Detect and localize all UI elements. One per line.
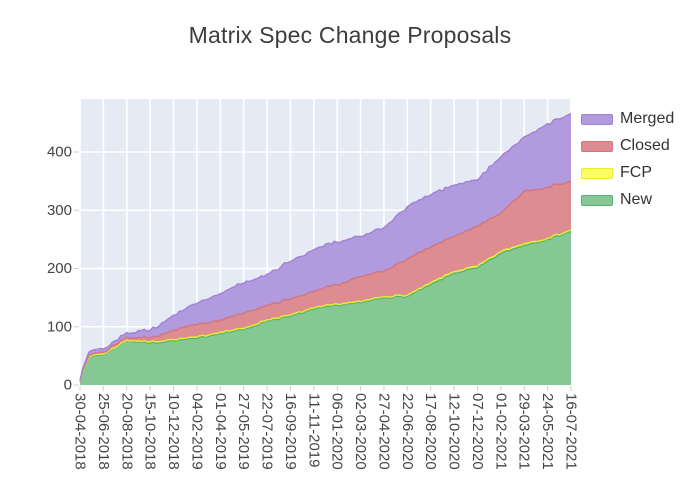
legend-label: Closed (620, 137, 670, 154)
line-new (79, 230, 572, 383)
y-tick-label: 100 (47, 318, 72, 335)
x-tick-label: 16-09-2019 (282, 393, 299, 470)
x-tick-label: 17-08-2020 (422, 393, 439, 470)
legend-swatch-icon (581, 194, 613, 206)
legend-item-fcp[interactable]: FCP (581, 164, 674, 182)
x-tick-label: 16-07-2021 (563, 393, 580, 470)
legend-item-closed[interactable]: Closed (581, 137, 674, 155)
y-tick-label: 0 (64, 377, 72, 394)
y-tick-label: 200 (47, 260, 72, 277)
x-tick-label: 29-03-2021 (516, 393, 533, 470)
line-fcp (79, 229, 572, 383)
x-axis: 30-04-2018 25-06-2018 20-08-2018 15-10-2018… (72, 386, 580, 470)
x-tick-label: 12-10-2020 (446, 393, 463, 470)
x-tick-label: 22-06-2020 (399, 393, 416, 470)
x-tick-label: 20-08-2018 (118, 393, 135, 470)
area-new (80, 231, 571, 385)
x-tick-label: 22-07-2019 (259, 393, 276, 470)
y-tick-label: 400 (47, 144, 72, 161)
area-closed (80, 181, 571, 383)
x-tick-label: 15-10-2018 (142, 393, 159, 470)
x-tick-label: 01-02-2021 (492, 393, 509, 470)
x-tick-label: 24-05-2021 (539, 393, 556, 470)
area-lines (79, 112, 572, 383)
chart-title: Matrix Spec Change Proposals (188, 22, 512, 48)
y-tick-label: 300 (47, 202, 72, 219)
x-tick-label: 30-04-2018 (72, 393, 89, 470)
y-axis: 0 100 200 300 400 (47, 144, 79, 394)
legend-label: New (620, 191, 653, 208)
legend-item-new[interactable]: New (581, 191, 674, 209)
legend-label: Merged (620, 110, 675, 127)
legend-swatch-icon (581, 140, 613, 152)
legend-item-merged[interactable]: Merged (581, 110, 674, 128)
x-tick-label: 02-03-2020 (352, 393, 369, 470)
x-tick-label: 01-04-2019 (212, 393, 229, 470)
x-tick-label: 11-11-2019 (305, 393, 322, 468)
x-tick-label: 10-12-2018 (165, 393, 182, 470)
legend-swatch-icon (581, 167, 613, 179)
area-merged (80, 113, 571, 382)
legend-swatch-icon (581, 113, 613, 125)
x-tick-label: 04-02-2019 (188, 393, 205, 470)
x-tick-label: 25-06-2018 (95, 393, 112, 470)
x-tick-label: 07-12-2020 (469, 393, 486, 470)
line-closed (79, 181, 572, 382)
legend-label: FCP (620, 164, 652, 181)
x-tick-label: 27-04-2020 (375, 393, 392, 470)
line-merged (79, 112, 572, 381)
x-tick-label: 06-01-2020 (329, 393, 346, 470)
x-tick-label: 27-05-2019 (235, 393, 252, 470)
legend: Merged Closed FCP New (581, 110, 674, 218)
